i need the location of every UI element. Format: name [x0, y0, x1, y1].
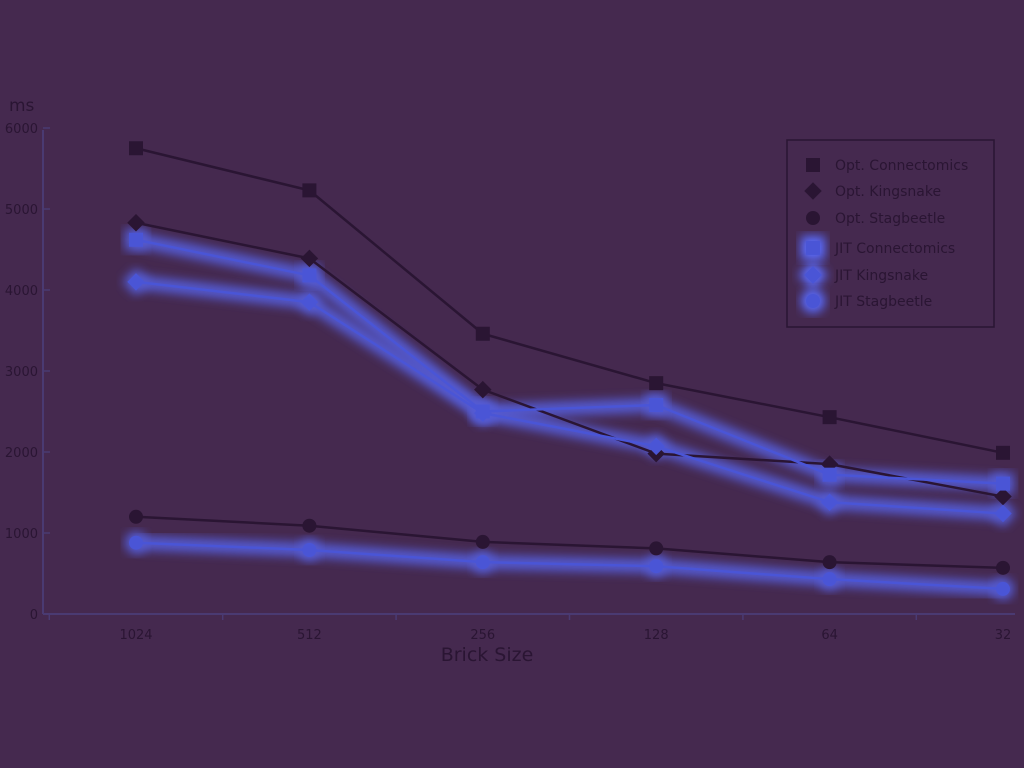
legend-entry-opt-connectomics-marker: [806, 158, 820, 172]
legend-entry-opt-connectomics-label: Opt. Connectomics: [835, 158, 968, 174]
y-axis-title: ms: [9, 96, 35, 116]
series-jit-connectomics-point: [822, 467, 837, 482]
series-jit-stagbeetle-line: [135, 541, 1004, 591]
series-jit-connectomics-point: [996, 476, 1010, 491]
series-opt-connectomics-line: [135, 147, 1004, 455]
legend-entry-jit-stagbeetle-label: JIT Stagbeetle: [834, 294, 932, 310]
series-opt-connectomics-point: [475, 326, 490, 341]
legend-entry-opt-kingsnake-label: Opt. Kingsnake: [835, 184, 941, 200]
legend-entry-jit-kingsnake-label: JIT Kingsnake: [834, 268, 928, 284]
series-jit-kingsnake-point: [127, 273, 145, 291]
y-tick-label: 6000: [5, 122, 38, 137]
y-tick-label: 1000: [5, 527, 38, 542]
y-tick-label: 4000: [5, 284, 38, 299]
x-tick-label: 128: [644, 628, 669, 643]
y-axis-ticks: 0 1000 2000 3000 4000 5000 6000: [5, 122, 50, 623]
legend-entry-opt-stagbeetle-marker: [806, 211, 820, 225]
series-opt-kingsnake-point: [474, 380, 492, 399]
x-tick-label: 512: [297, 628, 322, 643]
series-jit-kingsnake-point: [994, 504, 1012, 523]
series-jit-kingsnake-line: [135, 280, 1004, 515]
y-tick-label: 5000: [5, 203, 38, 218]
x-axis-ticks: 1024 512 256 128 64 32: [48, 614, 1012, 643]
legend-entry-jit-connectomics-label: JIT Connectomics: [834, 241, 955, 257]
legend-entry-opt-kingsnake-marker: [804, 182, 822, 200]
legend: Opt. Connectomics Opt. Kingsnake Opt. Stag…: [786, 139, 995, 328]
series-jit-stagbeetle-point: [302, 543, 317, 558]
series-jit-connectomics-point: [649, 398, 664, 413]
y-tick-label: 3000: [5, 365, 38, 380]
legend-box: [786, 139, 995, 328]
series-opt-stagbeetle-point: [822, 555, 837, 570]
x-axis-title: Brick Size: [441, 644, 534, 666]
x-tick-label: 1024: [119, 628, 152, 643]
series-jit-stagbeetle-point: [649, 559, 664, 574]
series-opt-stagbeetle-point: [475, 534, 490, 549]
legend-entry-jit-connectomics-marker: [806, 241, 820, 255]
series-jit-kingsnake-point: [474, 404, 492, 422]
legend-entry-jit-stagbeetle-marker: [806, 294, 820, 308]
series-opt-connectomics-point: [129, 141, 143, 156]
legend-entry-jit-kingsnake-marker: [804, 266, 822, 284]
series-opt-connectomics-point: [649, 376, 664, 391]
series-jit-stagbeetle-point: [822, 572, 837, 587]
series-jit-connectomics-point: [302, 268, 317, 283]
series-jit-kingsnake-point: [647, 437, 665, 456]
series-jit-stagbeetle-point: [129, 535, 143, 550]
x-tick-label: 32: [995, 628, 1012, 643]
series-jit-stagbeetle-point: [996, 581, 1010, 596]
series-jit-connectomics-line: [135, 238, 1004, 485]
series-opt-stagbeetle-line: [135, 515, 1004, 570]
series-jit-kingsnake-point: [820, 493, 839, 511]
series-opt-kingsnake-point: [127, 214, 145, 232]
series-opt-stagbeetle-point: [649, 541, 664, 556]
series-opt-stagbeetle-point: [996, 560, 1010, 575]
series-opt-stagbeetle-point: [302, 518, 317, 533]
x-tick-label: 64: [821, 628, 838, 643]
y-tick-label: 2000: [5, 446, 38, 461]
series-jit-stagbeetle-point: [475, 555, 490, 570]
series-opt-kingsnake-point: [300, 249, 319, 268]
series-opt-connectomics-point: [822, 410, 837, 425]
series-jit-connectomics-point: [129, 232, 143, 247]
series-jit-kingsnake-point: [300, 293, 319, 311]
legend-entry-opt-stagbeetle-label: Opt. Stagbeetle: [835, 211, 945, 227]
series-opt-connectomics-point: [996, 445, 1010, 460]
x-tick-label: 256: [470, 628, 495, 643]
series-opt-kingsnake-point: [994, 487, 1012, 506]
series-opt-stagbeetle-point: [129, 509, 143, 524]
series-opt-connectomics-point: [302, 183, 317, 198]
y-tick-label: 0: [30, 608, 38, 623]
series-layer: [127, 141, 1012, 596]
series-opt-kingsnake-line: [135, 221, 1004, 498]
